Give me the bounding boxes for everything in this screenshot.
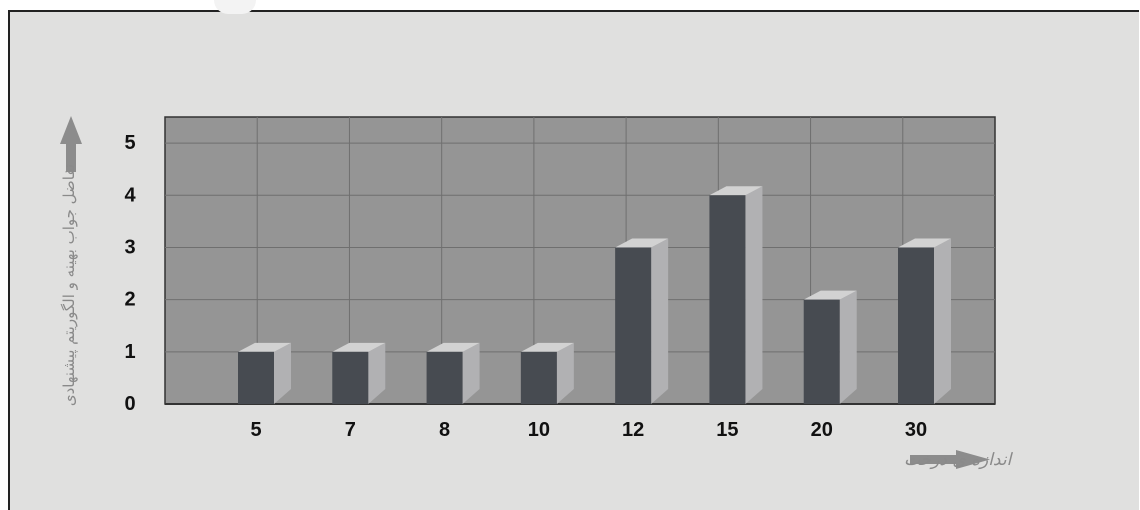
x-tick-label: 12	[622, 419, 644, 441]
bar-front	[332, 351, 369, 404]
bar-front	[709, 195, 746, 404]
y-tick-label: 0	[124, 393, 135, 415]
bar-30	[898, 238, 951, 404]
bar-top	[803, 290, 857, 300]
bar-front	[426, 351, 463, 404]
y-tick-label: 3	[124, 236, 135, 258]
x-tick-label: 8	[439, 419, 450, 441]
x-tick-label: 10	[528, 419, 550, 441]
bar-5	[238, 342, 291, 404]
bar-12	[615, 238, 669, 404]
x-tick-label: 7	[345, 419, 356, 441]
bar-side	[745, 186, 763, 404]
y-tick-label: 1	[124, 341, 135, 363]
x-axis-arrow-icon	[910, 450, 990, 469]
bar-side	[839, 290, 857, 404]
bar-top	[426, 342, 480, 352]
bar-front	[520, 351, 557, 404]
bars	[238, 186, 951, 404]
bar-side	[934, 238, 951, 404]
x-tick-label: 5	[250, 419, 261, 441]
watermark-logo	[214, 0, 256, 14]
bar-side	[462, 342, 480, 404]
bar-20	[803, 290, 857, 404]
bar-front	[238, 351, 274, 404]
y-tick-labels: 0 1 2 3 4 5	[124, 132, 136, 415]
x-tick-label: 30	[905, 419, 927, 441]
y-tick-label: 2	[124, 289, 135, 311]
bar-side	[368, 342, 386, 404]
bar-side	[651, 238, 669, 404]
bar-top	[238, 342, 291, 352]
y-tick-label: 4	[124, 184, 136, 206]
y-axis-arrow-icon	[60, 116, 82, 172]
bar-15	[709, 186, 763, 404]
bar-front	[898, 247, 934, 404]
bar-7	[332, 342, 386, 404]
x-axis-title: اندازه ی درخت	[904, 450, 1014, 470]
x-tick-label: 15	[716, 419, 738, 441]
x-tick-label: 20	[811, 419, 833, 441]
bar-8	[426, 342, 480, 404]
bar-side	[274, 342, 291, 404]
bar-side	[556, 342, 574, 404]
bar-top	[332, 342, 386, 352]
bar-top	[709, 186, 763, 196]
x-tick-labels: 5 7 8 10 12 15 20 30	[250, 419, 927, 441]
bar-front	[803, 299, 840, 404]
bar-10	[520, 342, 574, 404]
bar-top	[615, 238, 669, 248]
bar-top	[520, 342, 574, 352]
bar-front	[615, 247, 652, 404]
bar-top	[898, 238, 951, 248]
y-tick-label: 5	[124, 132, 135, 154]
y-axis-title: تفاضل جواب بهینه و الگوریتم پیشنهادی	[60, 164, 79, 406]
